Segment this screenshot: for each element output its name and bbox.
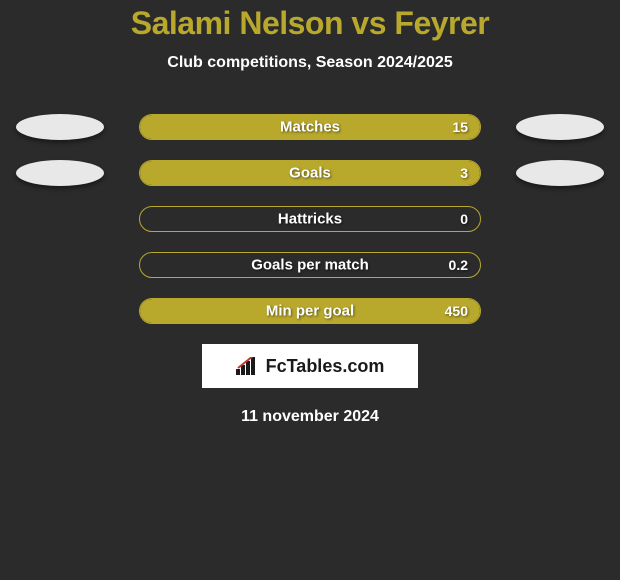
stat-bar: Min per goal 450 xyxy=(139,298,481,324)
stat-label: Min per goal xyxy=(266,303,354,320)
stat-label: Goals per match xyxy=(251,257,369,274)
stat-label: Matches xyxy=(280,119,340,136)
stat-value: 0 xyxy=(460,211,468,227)
player-left-marker xyxy=(16,160,104,186)
date-label: 11 november 2024 xyxy=(0,408,620,426)
player-left-marker xyxy=(16,114,104,140)
stat-row: Hattricks 0 xyxy=(0,206,620,232)
stat-row: Min per goal 450 xyxy=(0,298,620,324)
stat-label: Hattricks xyxy=(278,211,342,228)
stat-bar: Goals 3 xyxy=(139,160,481,186)
subtitle: Club competitions, Season 2024/2025 xyxy=(0,54,620,72)
stat-row: Goals per match 0.2 xyxy=(0,252,620,278)
stat-label: Goals xyxy=(289,165,331,182)
stat-value: 0.2 xyxy=(449,257,468,273)
stat-bar: Goals per match 0.2 xyxy=(139,252,481,278)
stat-value: 3 xyxy=(460,165,468,181)
stat-bar: Hattricks 0 xyxy=(139,206,481,232)
player-right-marker xyxy=(516,114,604,140)
stat-row: Goals 3 xyxy=(0,160,620,186)
stat-value: 450 xyxy=(445,303,468,319)
stat-value: 15 xyxy=(452,119,468,135)
stat-bar: Matches 15 xyxy=(139,114,481,140)
bar-chart-icon xyxy=(236,357,260,375)
stat-row: Matches 15 xyxy=(0,114,620,140)
page-title: Salami Nelson vs Feyrer xyxy=(0,5,620,42)
comparison-widget: Salami Nelson vs Feyrer Club competition… xyxy=(0,0,620,426)
logo-text: FcTables.com xyxy=(266,356,385,377)
source-logo[interactable]: FcTables.com xyxy=(202,344,418,388)
player-right-marker xyxy=(516,160,604,186)
stat-rows: Matches 15 Goals 3 Hattricks 0 Goals per match… xyxy=(0,114,620,324)
